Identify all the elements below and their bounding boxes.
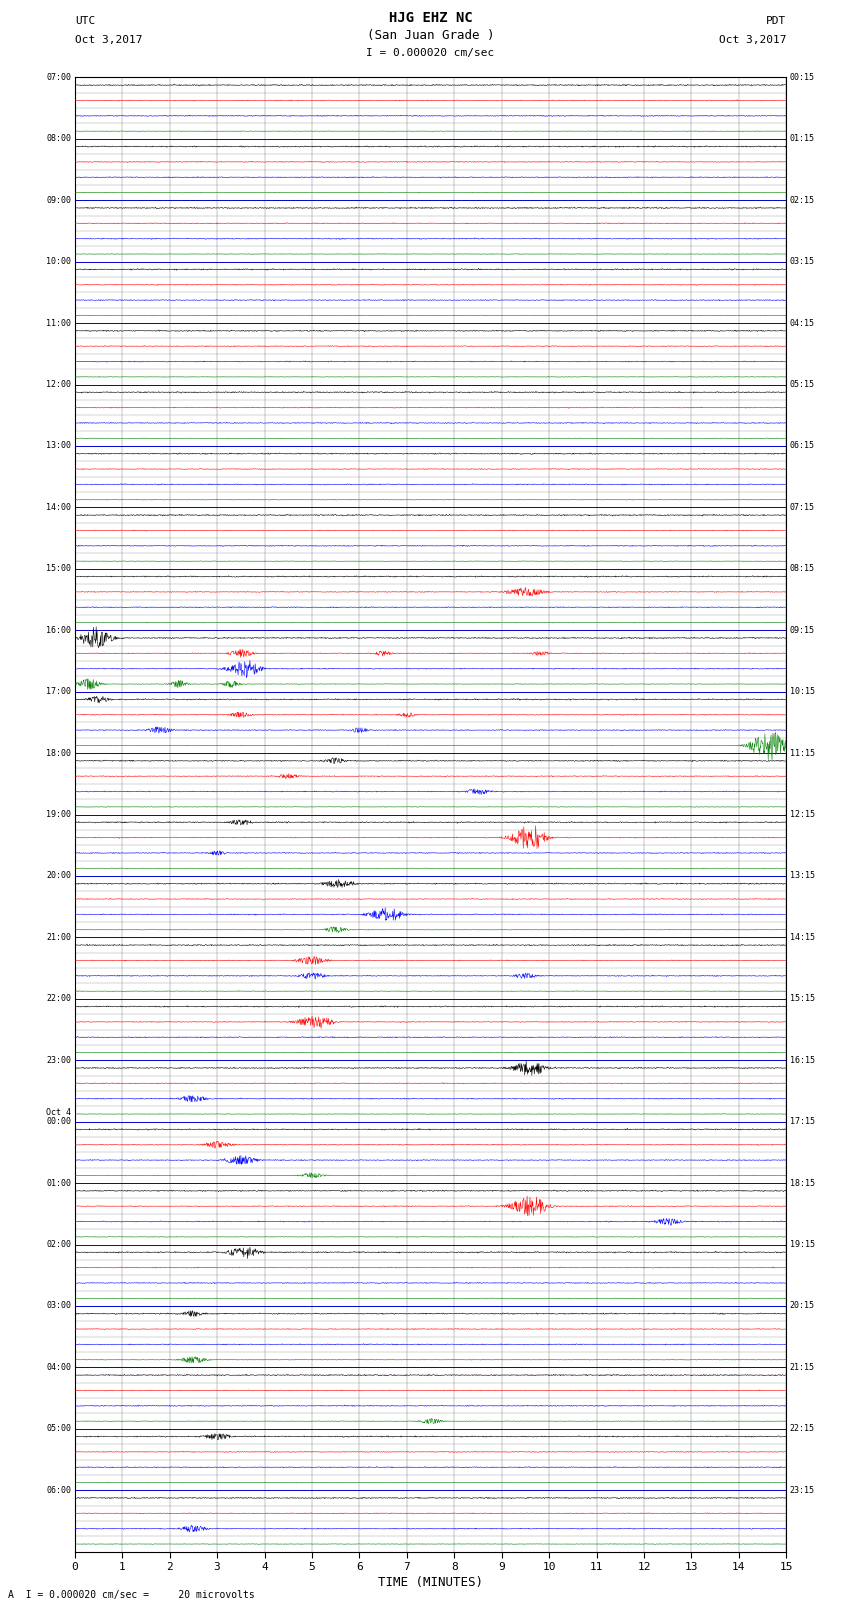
Text: 00:15: 00:15 bbox=[790, 73, 815, 82]
Text: 14:00: 14:00 bbox=[46, 503, 71, 511]
Text: 20:15: 20:15 bbox=[790, 1302, 815, 1310]
Text: 16:15: 16:15 bbox=[790, 1057, 815, 1065]
Text: 07:15: 07:15 bbox=[790, 503, 815, 511]
Text: 22:00: 22:00 bbox=[46, 994, 71, 1003]
Text: 03:00: 03:00 bbox=[46, 1302, 71, 1310]
Text: 11:00: 11:00 bbox=[46, 319, 71, 327]
Text: 17:15: 17:15 bbox=[790, 1118, 815, 1126]
Text: HJG EHZ NC: HJG EHZ NC bbox=[388, 11, 473, 26]
Text: 09:00: 09:00 bbox=[46, 195, 71, 205]
Text: 06:15: 06:15 bbox=[790, 442, 815, 450]
Text: 02:00: 02:00 bbox=[46, 1240, 71, 1248]
Text: Oct 3,2017: Oct 3,2017 bbox=[719, 35, 786, 45]
Text: Oct 4: Oct 4 bbox=[46, 1108, 71, 1118]
Text: 15:00: 15:00 bbox=[46, 565, 71, 573]
Text: 02:15: 02:15 bbox=[790, 195, 815, 205]
Text: 04:00: 04:00 bbox=[46, 1363, 71, 1373]
Text: 18:15: 18:15 bbox=[790, 1179, 815, 1187]
Text: 23:15: 23:15 bbox=[790, 1486, 815, 1495]
Text: 13:00: 13:00 bbox=[46, 442, 71, 450]
Text: 10:15: 10:15 bbox=[790, 687, 815, 697]
Text: UTC: UTC bbox=[75, 16, 95, 26]
Text: 21:00: 21:00 bbox=[46, 932, 71, 942]
Text: 18:00: 18:00 bbox=[46, 748, 71, 758]
Text: 17:00: 17:00 bbox=[46, 687, 71, 697]
Text: 01:00: 01:00 bbox=[46, 1179, 71, 1187]
Text: 01:15: 01:15 bbox=[790, 134, 815, 144]
Text: 06:00: 06:00 bbox=[46, 1486, 71, 1495]
Text: 19:00: 19:00 bbox=[46, 810, 71, 819]
Text: 04:15: 04:15 bbox=[790, 319, 815, 327]
Text: 21:15: 21:15 bbox=[790, 1363, 815, 1373]
Text: A  I = 0.000020 cm/sec =     20 microvolts: A I = 0.000020 cm/sec = 20 microvolts bbox=[8, 1590, 255, 1600]
Text: (San Juan Grade ): (San Juan Grade ) bbox=[367, 29, 495, 42]
Text: 13:15: 13:15 bbox=[790, 871, 815, 881]
Text: 00:00: 00:00 bbox=[46, 1118, 71, 1126]
Text: 16:00: 16:00 bbox=[46, 626, 71, 636]
Text: 10:00: 10:00 bbox=[46, 256, 71, 266]
Text: 12:15: 12:15 bbox=[790, 810, 815, 819]
Text: 23:00: 23:00 bbox=[46, 1057, 71, 1065]
Text: 08:00: 08:00 bbox=[46, 134, 71, 144]
Text: Oct 3,2017: Oct 3,2017 bbox=[75, 35, 142, 45]
Text: 07:00: 07:00 bbox=[46, 73, 71, 82]
Text: 14:15: 14:15 bbox=[790, 932, 815, 942]
Text: I = 0.000020 cm/sec: I = 0.000020 cm/sec bbox=[366, 48, 495, 58]
X-axis label: TIME (MINUTES): TIME (MINUTES) bbox=[378, 1576, 483, 1589]
Text: 15:15: 15:15 bbox=[790, 994, 815, 1003]
Text: 08:15: 08:15 bbox=[790, 565, 815, 573]
Text: 12:00: 12:00 bbox=[46, 381, 71, 389]
Text: 09:15: 09:15 bbox=[790, 626, 815, 636]
Text: 22:15: 22:15 bbox=[790, 1424, 815, 1434]
Text: 19:15: 19:15 bbox=[790, 1240, 815, 1248]
Text: 05:00: 05:00 bbox=[46, 1424, 71, 1434]
Text: 05:15: 05:15 bbox=[790, 381, 815, 389]
Text: 03:15: 03:15 bbox=[790, 256, 815, 266]
Text: 20:00: 20:00 bbox=[46, 871, 71, 881]
Text: 11:15: 11:15 bbox=[790, 748, 815, 758]
Text: PDT: PDT bbox=[766, 16, 786, 26]
